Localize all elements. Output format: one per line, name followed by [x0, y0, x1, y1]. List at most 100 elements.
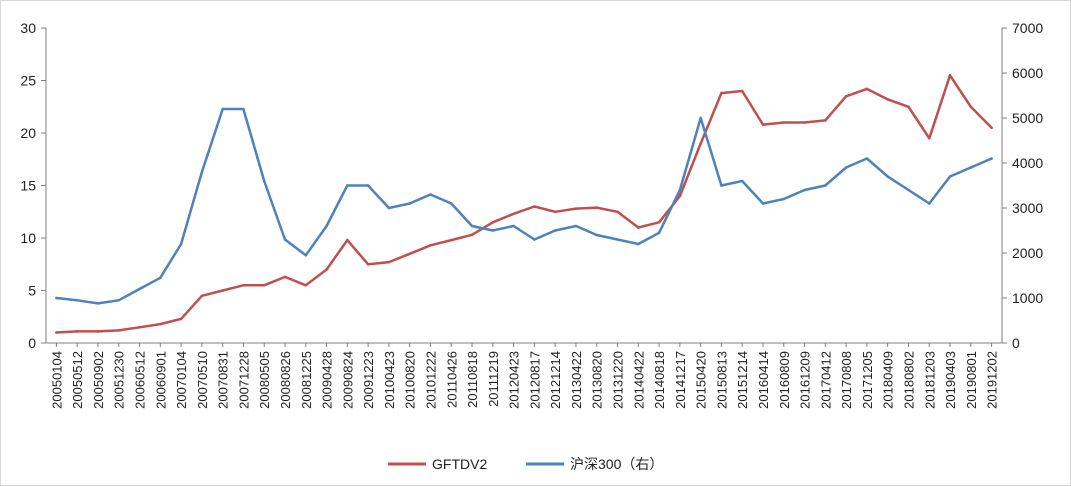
x-tick-label: 20180409 [881, 351, 896, 409]
data-point [803, 188, 806, 192]
data-point [55, 296, 58, 300]
right-tick-label: 3000 [1012, 200, 1043, 216]
data-point [387, 206, 391, 210]
x-tick-label: 20100423 [382, 351, 397, 409]
right-tick-label: 2000 [1012, 245, 1043, 261]
data-point [616, 238, 619, 241]
x-tick-label: 20100820 [403, 351, 418, 409]
x-tick-label: 20161209 [798, 351, 813, 409]
x-tick-label: 20181203 [922, 351, 937, 409]
data-point [179, 242, 183, 246]
x-tick-label: 20070104 [174, 351, 189, 409]
data-point [429, 193, 432, 196]
data-point [990, 126, 993, 130]
right-tick-label: 4000 [1012, 155, 1043, 171]
series-line [56, 74, 993, 334]
x-tick-label: 20080826 [278, 351, 293, 409]
x-tick-label: 20130422 [569, 351, 584, 409]
data-point [886, 175, 889, 178]
data-point [948, 175, 952, 178]
data-point [408, 252, 411, 256]
data-point [948, 73, 952, 77]
x-tick-label: 20130820 [590, 351, 605, 409]
left-tick-label: 20 [20, 125, 36, 141]
data-point [325, 268, 328, 271]
data-point [844, 94, 848, 98]
data-point [96, 302, 100, 305]
x-tick-label: 20120817 [527, 351, 542, 409]
data-point [720, 91, 723, 95]
data-point [325, 224, 328, 228]
data-point [990, 157, 993, 160]
right-tick-label: 7000 [1012, 20, 1043, 36]
data-point [678, 188, 682, 192]
data-point [221, 289, 224, 292]
data-point [678, 194, 682, 198]
data-point [574, 224, 578, 228]
x-tick-label: 20081225 [299, 351, 314, 409]
x-tick-label: 20050512 [70, 351, 85, 409]
x-tick-label: 20071228 [236, 351, 251, 409]
data-point [761, 123, 765, 126]
data-point [470, 224, 474, 228]
data-point [512, 224, 515, 228]
data-point [533, 205, 536, 208]
data-point [616, 210, 619, 214]
data-point [262, 179, 266, 183]
data-point [366, 184, 370, 187]
data-point [824, 184, 827, 187]
data-point [283, 275, 287, 279]
data-point [138, 287, 141, 291]
data-point [969, 166, 973, 169]
x-axis-ticks: 20050104 20050512 20050902 20051230 20060512… [49, 343, 1000, 409]
data-point [699, 116, 702, 120]
right-tick-label: 0 [1012, 335, 1020, 351]
data-point [96, 330, 100, 333]
x-tick-label: 20101222 [423, 351, 438, 409]
data-point [159, 322, 162, 326]
x-tick-label: 20091223 [361, 351, 376, 409]
x-tick-label: 20140422 [631, 351, 646, 409]
x-tick-label: 20070510 [195, 351, 210, 409]
x-tick-label: 20070831 [216, 351, 231, 409]
data-point [346, 184, 349, 187]
left-tick-label: 25 [20, 73, 36, 89]
data-point [117, 329, 121, 332]
data-point [927, 136, 931, 140]
data-point [221, 107, 224, 111]
left-tick-label: 10 [20, 230, 36, 246]
x-tick-label: 20171205 [860, 351, 875, 409]
x-tick-label: 20090428 [320, 351, 335, 409]
data-point [824, 119, 827, 122]
data-point [907, 188, 910, 192]
left-tick-label: 15 [20, 178, 36, 194]
data-point [844, 166, 848, 169]
data-point [886, 98, 889, 101]
legend-label: GFTDV2 [432, 456, 487, 472]
data-point [533, 238, 536, 241]
data-point [803, 121, 806, 124]
left-tick-label: 5 [28, 283, 36, 299]
data-point [242, 283, 245, 287]
data-point [159, 276, 162, 280]
x-tick-label: 20170808 [839, 351, 854, 409]
data-point [595, 233, 599, 237]
data-point [553, 210, 557, 214]
data-point [75, 298, 79, 302]
x-tick-label: 20141217 [673, 351, 688, 409]
series-layer [55, 73, 993, 334]
data-point [761, 202, 765, 205]
data-point [75, 330, 79, 333]
data-point [387, 260, 391, 264]
x-tick-label: 20050104 [49, 351, 64, 409]
series-gftdv2 [55, 73, 993, 334]
x-tick-label: 20150813 [714, 351, 729, 409]
data-point [470, 233, 474, 237]
data-point [740, 179, 744, 183]
legend-label: 沪深300（右） [570, 456, 663, 472]
right-tick-label: 6000 [1012, 65, 1043, 81]
x-tick-label: 20180802 [901, 351, 916, 409]
data-point [55, 331, 58, 334]
